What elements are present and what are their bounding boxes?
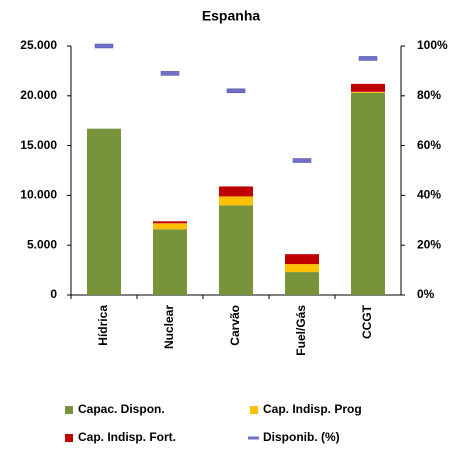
bar-segment bbox=[219, 205, 253, 295]
y2-tick-label: 100% bbox=[417, 38, 448, 52]
y-tick-label: 20.000 bbox=[20, 88, 57, 102]
legend-label: Cap. Indisp. Fort. bbox=[78, 430, 176, 444]
legend-swatch bbox=[65, 406, 73, 414]
y2-tick-label: 20% bbox=[417, 237, 441, 251]
availability-marker bbox=[358, 56, 378, 61]
legend-swatch bbox=[65, 434, 73, 442]
x-tick-label: Carvão bbox=[228, 305, 242, 346]
x-tick-label: Fuel/Gás bbox=[294, 305, 308, 356]
y-tick-label: 10.000 bbox=[20, 188, 57, 202]
bar-segment bbox=[219, 196, 253, 206]
bar-segment bbox=[351, 92, 385, 295]
legend-label: Capac. Dispon. bbox=[78, 402, 165, 416]
availability-marker bbox=[226, 88, 246, 94]
y-tick-label: 15.000 bbox=[20, 138, 57, 152]
x-tick-label: Nuclear bbox=[162, 305, 176, 349]
y2-tick-label: 80% bbox=[417, 88, 441, 102]
availability-marker bbox=[160, 71, 180, 76]
bar-segment bbox=[351, 83, 385, 92]
y-tick-label: 25.000 bbox=[20, 38, 57, 52]
y2-tick-label: 0% bbox=[417, 287, 435, 301]
y2-tick-label: 40% bbox=[417, 188, 441, 202]
bar-segment bbox=[351, 91, 385, 93]
bar-segment bbox=[153, 221, 187, 224]
x-tick-label: Hídrica bbox=[96, 305, 110, 346]
availability-marker bbox=[292, 158, 312, 163]
bar-segment bbox=[219, 186, 253, 197]
legend-label: Cap. Indisp. Prog bbox=[263, 402, 362, 416]
y-tick-label: 5.000 bbox=[27, 237, 57, 251]
bar-segment bbox=[285, 264, 319, 273]
bar-segment bbox=[153, 223, 187, 230]
legend-label: Disponib. (%) bbox=[263, 430, 340, 444]
bar-segment bbox=[87, 128, 121, 295]
bar-segment bbox=[285, 254, 319, 265]
y-tick-label: 0 bbox=[50, 287, 57, 301]
availability-marker bbox=[94, 43, 114, 49]
bar-segment bbox=[285, 272, 319, 295]
legend-swatch bbox=[250, 406, 258, 414]
y2-tick-label: 60% bbox=[417, 138, 441, 152]
chart-title: Espanha bbox=[202, 8, 261, 24]
x-tick-label: CCGT bbox=[360, 304, 374, 339]
bar-segment bbox=[153, 229, 187, 295]
